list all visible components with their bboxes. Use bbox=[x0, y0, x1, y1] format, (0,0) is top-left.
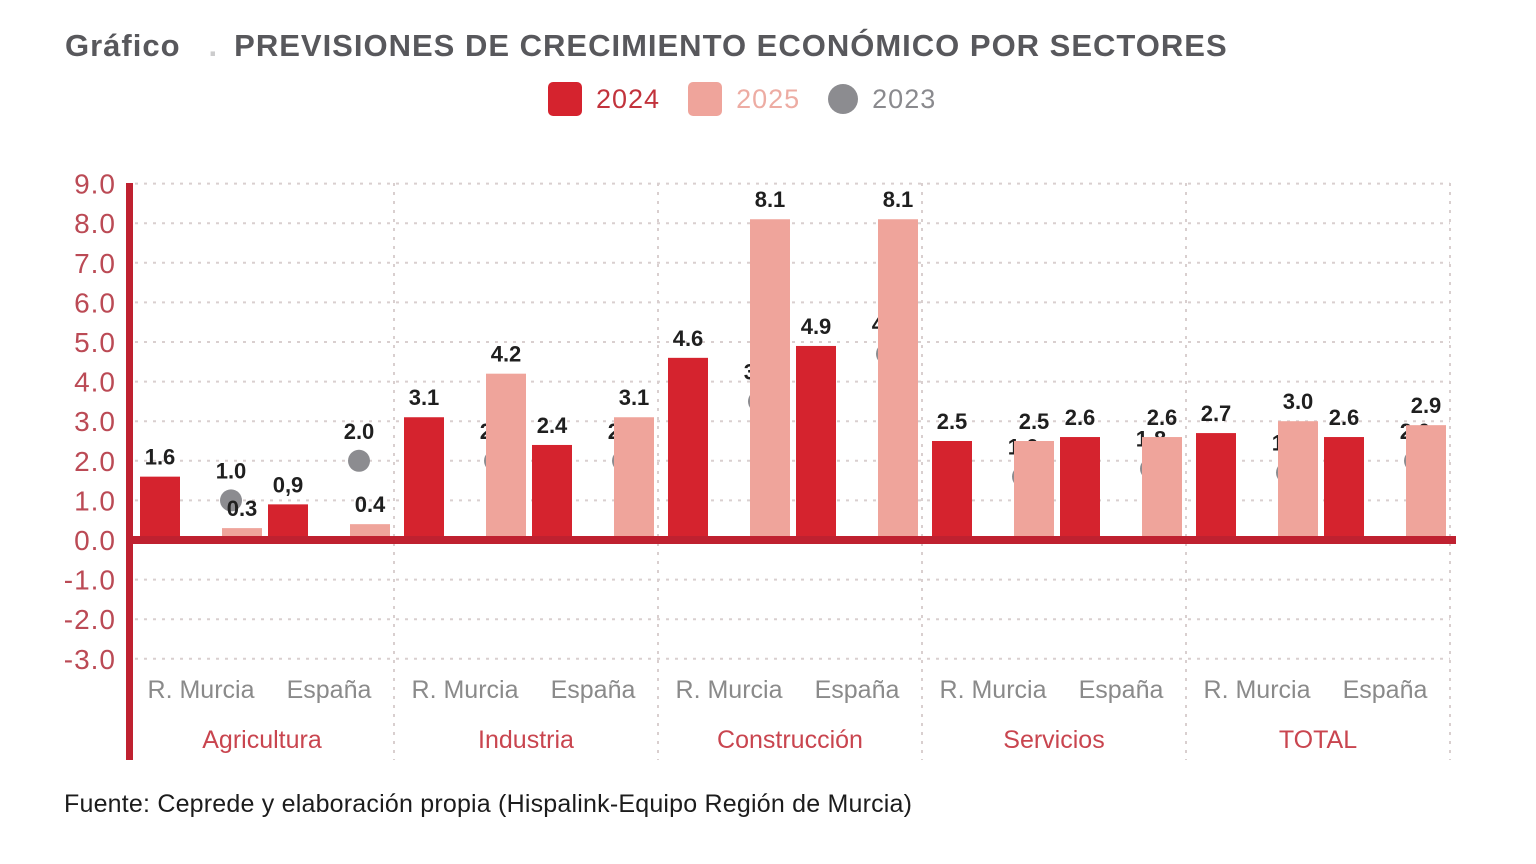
page-title: Gráfico. PREVISIONES DE CRECIMIENTO ECONÓ… bbox=[65, 28, 1228, 64]
bar-2025 bbox=[1014, 441, 1054, 540]
x-axis-sector-label: Industria bbox=[478, 726, 574, 754]
bar-2025 bbox=[1278, 421, 1318, 540]
dot-2023-value-label: 1.0 bbox=[216, 458, 247, 483]
y-axis-tick-label: 0.0 bbox=[74, 525, 116, 556]
bar-2025 bbox=[1142, 437, 1182, 540]
bar-2024 bbox=[932, 441, 972, 540]
bar-2025-value-label: 3.0 bbox=[1283, 389, 1314, 414]
bar-2024 bbox=[532, 444, 572, 540]
bar-2025-value-label: 0.4 bbox=[355, 492, 386, 517]
y-axis-line bbox=[126, 183, 133, 760]
y-axis-tick-label: 3.0 bbox=[74, 406, 116, 437]
bar-2025-value-label: 2.9 bbox=[1411, 393, 1442, 418]
y-axis-tick-label: 1.0 bbox=[74, 485, 116, 516]
y-axis-tick-label: 8.0 bbox=[74, 208, 116, 239]
x-axis-region-label: España bbox=[287, 676, 372, 704]
x-axis-region-label: R. Murcia bbox=[676, 676, 783, 704]
x-axis-sector-label: TOTAL bbox=[1279, 726, 1357, 754]
bar-2024-value-label: 2.6 bbox=[1065, 405, 1096, 430]
bar-2024 bbox=[404, 417, 444, 540]
bar-2024-value-label: 4.9 bbox=[801, 314, 832, 339]
bar-2024 bbox=[1060, 437, 1100, 540]
x-axis-region-label: España bbox=[1343, 676, 1428, 704]
bar-2024 bbox=[796, 345, 836, 540]
zero-baseline bbox=[126, 536, 1456, 544]
legend-item-2023: 2023 bbox=[828, 84, 936, 115]
legend-item-2025: 2025 bbox=[688, 82, 800, 116]
x-axis-region-label: R. Murcia bbox=[412, 676, 519, 704]
x-axis-region-label: España bbox=[551, 676, 636, 704]
legend-label-2024: 2024 bbox=[596, 83, 661, 114]
bar-2024-value-label: 2.5 bbox=[937, 409, 968, 434]
x-axis-region-label: España bbox=[1079, 676, 1164, 704]
source-note: Fuente: Ceprede y elaboración propia (Hi… bbox=[64, 790, 913, 818]
legend-label-2025: 2025 bbox=[736, 83, 801, 114]
bar-2024-value-label: 1.6 bbox=[145, 445, 176, 470]
bar-2025 bbox=[878, 219, 918, 541]
dot-2023-value-label: 2.0 bbox=[344, 419, 375, 444]
x-axis-region-label: R. Murcia bbox=[940, 676, 1047, 704]
title-prefix: Gráfico bbox=[65, 28, 181, 63]
x-axis-region-label: R. Murcia bbox=[1204, 676, 1311, 704]
y-axis-tick-label: 4.0 bbox=[74, 367, 116, 398]
legend-swatch-2024-icon bbox=[548, 82, 582, 116]
bar-2024 bbox=[1324, 437, 1364, 540]
legend-label-2023: 2023 bbox=[872, 83, 937, 114]
bar-2025-value-label: 8.1 bbox=[755, 187, 786, 212]
legend-swatch-2025-icon bbox=[688, 82, 723, 116]
x-axis-region-label: R. Murcia bbox=[148, 676, 255, 704]
x-axis-sector-label: Construcción bbox=[717, 726, 863, 754]
bar-2025 bbox=[222, 528, 262, 540]
x-axis-region-label: España bbox=[815, 676, 900, 704]
bar-2024-value-label: 2.7 bbox=[1201, 401, 1232, 426]
bar-2025-value-label: 2.5 bbox=[1019, 409, 1050, 434]
y-axis-tick-label: -3.0 bbox=[64, 644, 116, 675]
bar-2024-value-label: 4.6 bbox=[673, 326, 704, 351]
y-axis-tick-label: -2.0 bbox=[64, 604, 116, 635]
bar-2024 bbox=[268, 504, 308, 540]
bar-2025 bbox=[750, 219, 790, 541]
bar-2024-value-label: 0,9 bbox=[273, 472, 304, 497]
title-main: PREVISIONES DE CRECIMIENTO ECONÓMICO POR… bbox=[234, 28, 1228, 63]
bar-2025-value-label: 8.1 bbox=[883, 187, 914, 212]
y-axis-tick-label: 9.0 bbox=[74, 169, 116, 200]
y-axis-tick-label: 7.0 bbox=[74, 248, 116, 279]
bar-2024-value-label: 2.4 bbox=[537, 413, 568, 438]
bar-2025-value-label: 4.2 bbox=[491, 342, 522, 367]
bar-2024-value-label: 2.6 bbox=[1329, 405, 1360, 430]
bar-2025 bbox=[614, 417, 654, 540]
bar-2025 bbox=[1406, 425, 1446, 540]
legend-item-2024: 2024 bbox=[548, 82, 660, 116]
dot-2023 bbox=[220, 489, 242, 512]
bar-2024 bbox=[668, 357, 708, 540]
y-axis-tick-label: 5.0 bbox=[74, 327, 116, 358]
bar-2025 bbox=[486, 373, 526, 540]
bar-2024-value-label: 3.1 bbox=[409, 385, 440, 410]
legend-swatch-2023-icon bbox=[828, 84, 859, 114]
y-axis-tick-label: -1.0 bbox=[64, 565, 116, 596]
dot-2023 bbox=[348, 449, 370, 472]
bar-2024 bbox=[140, 476, 180, 540]
bar-2024 bbox=[1196, 433, 1236, 540]
chart-legend: 2024 2025 2023 bbox=[548, 82, 936, 116]
x-axis-sector-label: Servicios bbox=[1003, 726, 1104, 754]
y-axis-tick-label: 6.0 bbox=[74, 287, 116, 318]
x-axis-sector-label: Agricultura bbox=[202, 726, 322, 754]
bar-2025-value-label: 0.3 bbox=[227, 496, 258, 521]
bar-2025-value-label: 3.1 bbox=[619, 385, 650, 410]
bar-2025-value-label: 2.6 bbox=[1147, 405, 1178, 430]
title-separator: . bbox=[208, 28, 219, 63]
y-axis-tick-label: 2.0 bbox=[74, 446, 116, 477]
